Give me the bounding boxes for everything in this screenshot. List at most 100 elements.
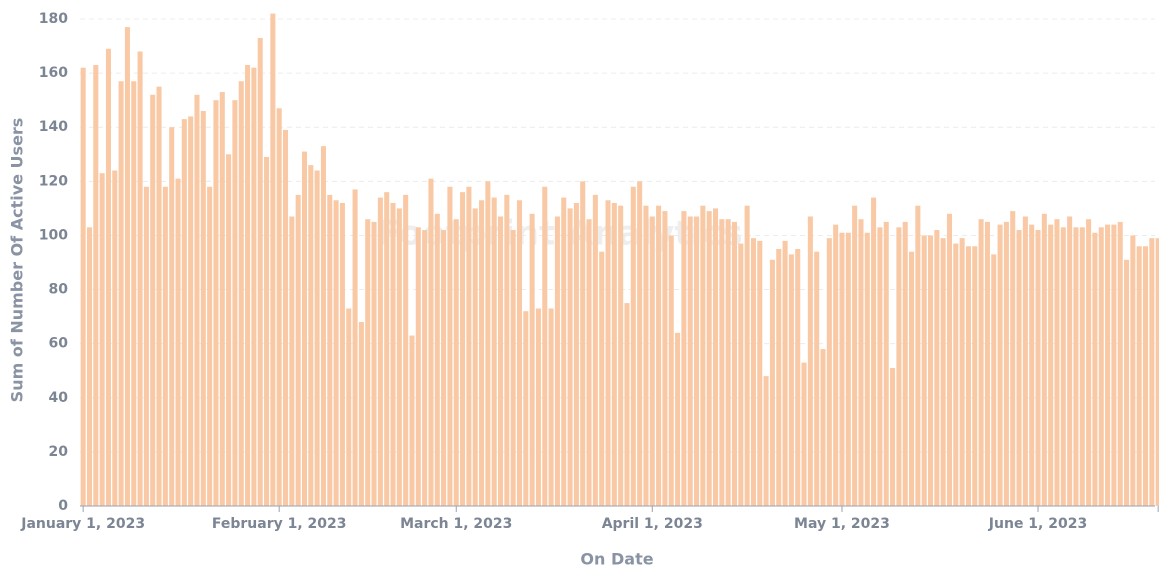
bar [270, 13, 276, 506]
bar [137, 51, 143, 506]
bar [504, 194, 510, 506]
bar [687, 216, 693, 506]
bar [845, 232, 851, 506]
bar [953, 243, 959, 507]
bar [143, 186, 149, 506]
bar [871, 197, 877, 507]
bar [1022, 216, 1028, 506]
bar [573, 202, 579, 506]
bar [744, 205, 750, 506]
bar [295, 194, 301, 506]
bar [1079, 227, 1085, 507]
bar [1092, 232, 1098, 506]
bar [731, 221, 738, 506]
bar [441, 230, 447, 507]
bar [99, 173, 105, 506]
bar [1041, 213, 1047, 507]
x-axis-title: On Date [580, 550, 653, 569]
bar [510, 230, 516, 507]
bar [415, 227, 421, 507]
bar [150, 94, 156, 506]
bar [852, 205, 858, 506]
bar [864, 232, 870, 506]
bar [567, 208, 573, 506]
x-tick-label: April 1, 2023 [602, 516, 703, 532]
bar [207, 186, 213, 506]
bar [738, 243, 744, 507]
y-tick-label: 100 [39, 227, 68, 243]
bar [200, 110, 206, 506]
bar [1003, 221, 1009, 506]
bar [940, 238, 946, 506]
bar [365, 219, 371, 506]
bar [712, 208, 719, 506]
bar [523, 311, 529, 506]
bar [352, 189, 358, 506]
bar [181, 119, 187, 506]
y-tick-label: 180 [39, 11, 68, 27]
y-tick-label: 40 [49, 390, 69, 406]
bar [479, 200, 485, 506]
bar [156, 86, 162, 506]
bar [213, 100, 219, 507]
bar [301, 151, 308, 507]
bar [1060, 227, 1066, 507]
bar [959, 238, 965, 506]
bar [175, 178, 181, 506]
bar [599, 251, 605, 506]
bar [946, 213, 953, 507]
bar [339, 202, 345, 506]
bar [219, 92, 225, 507]
bar [1086, 219, 1092, 506]
x-tick-label: May 1, 2023 [794, 516, 890, 532]
y-axis-title: Sum of Number Of Active Users [8, 118, 27, 403]
bar [719, 219, 725, 506]
bar [700, 205, 706, 506]
bar [169, 127, 175, 506]
bar [561, 197, 567, 507]
bar [447, 186, 453, 506]
bar [858, 219, 864, 506]
bar [725, 219, 731, 506]
bar [232, 100, 238, 507]
bar [1016, 230, 1022, 507]
bar [883, 221, 889, 506]
bar [643, 205, 649, 506]
bar [972, 246, 978, 506]
bar [460, 192, 466, 506]
bar [1111, 224, 1117, 506]
bar [801, 362, 807, 506]
bar [314, 170, 320, 506]
bar [934, 230, 940, 507]
bar [124, 27, 130, 506]
y-tick-label: 60 [49, 336, 69, 352]
bar [965, 246, 971, 506]
bar [649, 216, 655, 506]
bar [991, 254, 997, 506]
bar [921, 235, 927, 506]
bar [909, 251, 915, 506]
bar [820, 349, 826, 506]
bar [390, 202, 396, 506]
bar [795, 248, 801, 506]
bar [194, 94, 200, 506]
bar [782, 240, 788, 506]
bar [516, 200, 523, 506]
bar [333, 200, 339, 506]
bar [611, 202, 617, 506]
x-tick-label: June 1, 2023 [988, 516, 1087, 532]
bar [890, 368, 896, 506]
x-tick-label: January 1, 2023 [20, 516, 145, 532]
bar [358, 322, 364, 506]
bar [485, 181, 491, 507]
bar [586, 219, 592, 506]
bar [896, 227, 902, 507]
bar [112, 170, 118, 506]
bar [327, 194, 333, 506]
bar [1029, 224, 1035, 506]
bar [472, 208, 478, 506]
bar [308, 165, 314, 506]
bar [466, 186, 472, 506]
bar [757, 240, 763, 506]
bar [1149, 238, 1155, 506]
